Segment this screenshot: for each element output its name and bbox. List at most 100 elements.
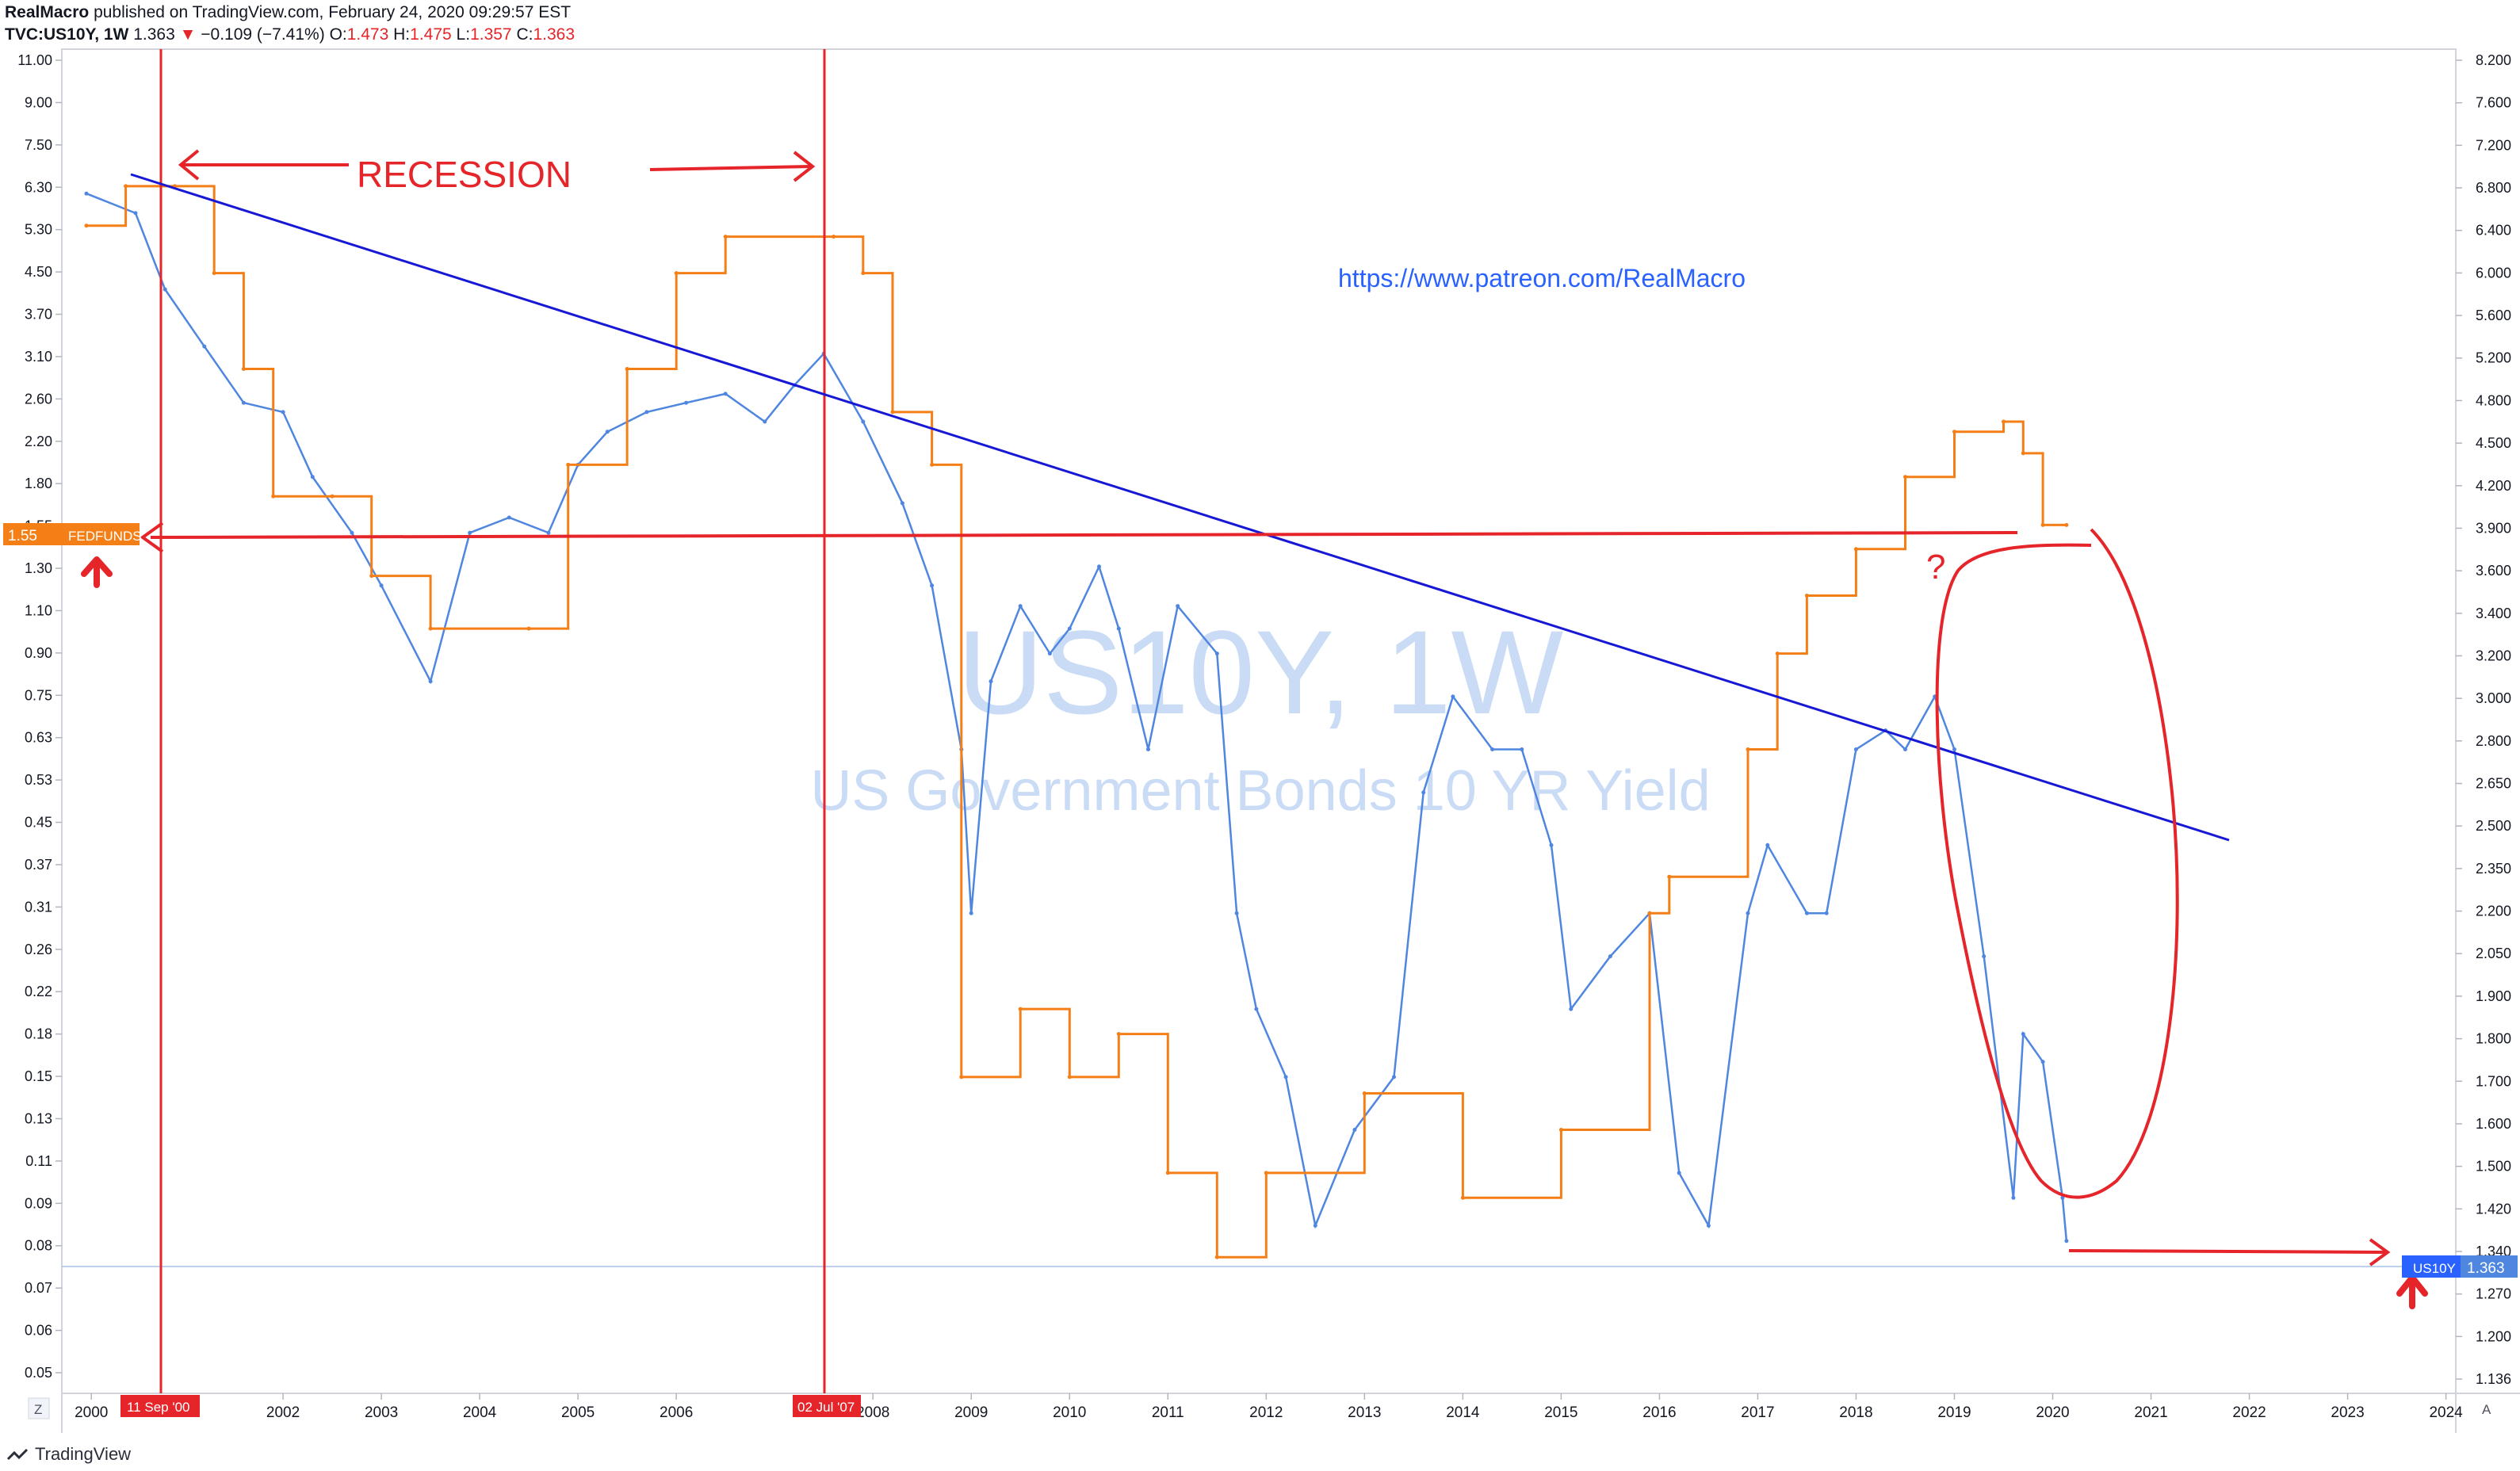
recession-left-arrowhead: [178, 149, 200, 181]
data-point-us10y: [763, 419, 767, 424]
right-axis-label: 1.700: [2476, 1073, 2511, 1089]
fedfunds-badge-value: 1.55: [8, 528, 37, 544]
data-point-us10y: [2040, 1060, 2045, 1064]
data-point-fedfunds: [1667, 874, 1672, 879]
data-point-us10y: [1047, 651, 1052, 656]
left-axis-label: 7.50: [25, 137, 52, 153]
left-axis-label: 0.31: [25, 899, 52, 915]
data-point-us10y: [1608, 954, 1612, 959]
x-axis-label: 2024: [2429, 1404, 2463, 1421]
data-point-us10y: [2064, 1239, 2069, 1244]
right-axis-label: 7.200: [2476, 137, 2511, 153]
right-axis-label: 1.800: [2476, 1031, 2511, 1047]
latest-arrowhead: [2369, 1238, 2391, 1267]
data-point-us10y: [84, 191, 89, 196]
x-axis-label: 2018: [1839, 1404, 1872, 1421]
data-point-us10y: [163, 287, 167, 292]
auto-scale-left-button[interactable]: [28, 1397, 50, 1419]
data-point-fedfunds: [526, 626, 531, 631]
high-value: 1.475: [410, 25, 452, 44]
downtrend-line[interactable]: [130, 173, 2230, 842]
data-point-us10y: [1421, 790, 1426, 795]
left-axis-label: 4.50: [25, 264, 52, 280]
data-point-us10y: [1853, 747, 1858, 751]
chart-header: RealMacro published on TradingView.com, …: [0, 0, 2520, 48]
x-axis-label: 2003: [365, 1404, 398, 1421]
us10y-badge-value-box: [2461, 1255, 2518, 1278]
data-point-fedfunds: [1903, 475, 1907, 480]
left-axis-label: 0.26: [25, 942, 52, 957]
x-axis-label: 2012: [1249, 1404, 1283, 1421]
data-point-fedfunds: [428, 626, 433, 631]
series-line-us10y[interactable]: [86, 193, 2068, 1241]
x-axis-label: 2006: [660, 1404, 693, 1421]
data-point-fedfunds: [124, 184, 128, 189]
data-point-fedfunds: [2002, 419, 2006, 424]
ohlc-line: TVC:US10Y, 1W 1.363 ▼ −0.109 (−7.41%) O:…: [5, 25, 575, 44]
data-point-us10y: [930, 583, 935, 588]
right-axis-label: 5.200: [2476, 350, 2511, 366]
right-axis-label: 5.600: [2476, 308, 2511, 323]
fedfunds-level-line[interactable]: [150, 531, 2018, 539]
left-axis-label: 5.30: [25, 222, 52, 238]
data-point-us10y: [1313, 1223, 1317, 1228]
data-point-fedfunds: [369, 574, 374, 579]
right-axis-label: 1.500: [2476, 1159, 2511, 1175]
symbol-label[interactable]: TVC:US10Y, 1W: [5, 25, 129, 44]
data-point-us10y: [1018, 604, 1023, 609]
data-point-fedfunds: [674, 271, 679, 276]
right-axis-label: 2.200: [2476, 904, 2511, 919]
tradingview-logo-icon: [6, 1449, 29, 1461]
data-point-us10y: [1283, 1075, 1288, 1079]
auto-scale-corner-label[interactable]: A: [2482, 1402, 2491, 1417]
right-axis-label: 3.200: [2476, 648, 2511, 663]
data-point-fedfunds: [890, 410, 895, 415]
x-axis-label: 2002: [266, 1404, 300, 1421]
x-axis-label: 2009: [954, 1404, 988, 1421]
x-axis-label: 2004: [463, 1404, 497, 1421]
left-axis-label: 1.10: [25, 602, 52, 618]
time-marker-1: [120, 1395, 200, 1417]
x-axis-label: 2000: [75, 1404, 108, 1421]
close-value: 1.363: [533, 25, 576, 44]
left-axis-label: 0.11: [25, 1153, 52, 1169]
left-axis-label: 0.63: [25, 730, 52, 746]
fedfunds-badge: [3, 523, 140, 545]
right-axis-label: 3.400: [2476, 606, 2511, 621]
data-point-fedfunds: [1775, 651, 1780, 656]
data-point-fedfunds: [930, 462, 935, 467]
left-axis-label: 9.00: [25, 94, 52, 110]
x-axis-label: 2020: [2036, 1404, 2069, 1421]
us10y-badge-value: 1.363: [2467, 1260, 2505, 1277]
data-point-us10y: [1234, 911, 1239, 915]
data-point-us10y: [1352, 1128, 1357, 1132]
data-point-us10y: [1804, 911, 1809, 915]
up-arrow-icon: [2396, 1274, 2428, 1309]
right-axis-label: 1.136: [2476, 1371, 2511, 1387]
high-label: H:: [393, 25, 411, 44]
data-point-fedfunds: [1804, 594, 1809, 598]
data-point-us10y: [684, 400, 689, 405]
published-text: published on TradingView.com, February 2…: [94, 3, 572, 21]
right-axis-label: 6.400: [2476, 223, 2511, 239]
x-axis-label: 2016: [1642, 1404, 1676, 1421]
data-point-us10y: [428, 679, 433, 684]
data-point-us10y: [644, 410, 649, 415]
publisher-name[interactable]: RealMacro: [5, 3, 90, 21]
left-axis-label: 0.22: [25, 984, 52, 999]
data-point-fedfunds: [1214, 1255, 1219, 1259]
fedfunds-badge-label: FEDFUNDS: [68, 529, 142, 544]
data-point-us10y: [468, 530, 472, 535]
data-point-us10y: [1746, 911, 1750, 915]
close-label: C:: [516, 25, 533, 44]
left-axis-label: 1.30: [25, 560, 52, 576]
left-axis-label: 0.05: [25, 1365, 52, 1381]
patreon-link[interactable]: https://www.patreon.com/RealMacro: [1338, 264, 1746, 292]
series-line-fedfunds[interactable]: [86, 185, 2067, 1259]
data-point-us10y: [988, 679, 993, 684]
right-axis-label: 7.600: [2476, 95, 2511, 111]
right-axis-label: 1.340: [2476, 1244, 2511, 1259]
right-axis-label: 4.800: [2476, 392, 2511, 408]
tradingview-logo[interactable]: TradingView: [6, 1444, 131, 1465]
